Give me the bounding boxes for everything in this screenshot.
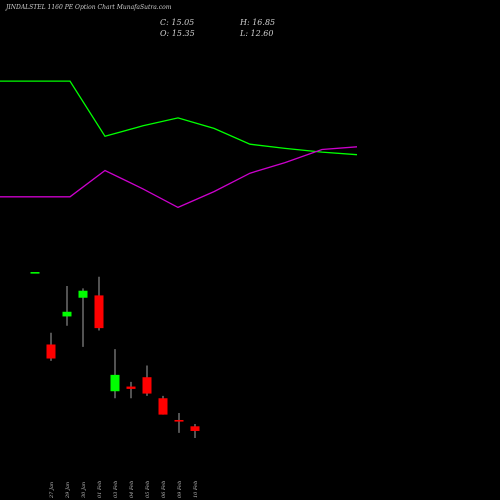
x-tick-label: 09 Feb	[177, 481, 183, 498]
x-tick-label: 29 Jan	[65, 482, 71, 499]
candle-body-2	[62, 311, 72, 317]
x-tick-label: 01 Feb	[97, 481, 103, 498]
high-value: H: 16.85	[240, 18, 276, 27]
candlesticks	[30, 272, 200, 438]
x-tick-label: 03 Feb	[113, 481, 119, 498]
indicator-lines	[0, 80, 358, 209]
candle-body-1	[46, 344, 56, 359]
x-tick-label: 06 Feb	[161, 481, 167, 498]
close-value: C: 15.05	[160, 18, 195, 27]
chart-title: JINDALSTEL 1160 PE Option Chart MunafaSu…	[6, 4, 172, 11]
open-value: O: 15.35	[160, 29, 195, 38]
series-line-1	[0, 146, 358, 209]
low-value: L: 12.60	[240, 29, 274, 38]
candle-body-4	[94, 295, 104, 329]
candle-body-8	[158, 398, 168, 415]
x-tick-label: 05 Feb	[145, 481, 151, 498]
candle-body-9	[174, 419, 184, 422]
x-axis: 27 Jan 29 Jan 30 Jan 01 Feb 03 Feb 04 Feb 05 F…	[49, 481, 199, 499]
candle-body-10	[190, 426, 200, 431]
candle-body-0	[30, 272, 40, 274]
candle-body-5	[110, 374, 120, 392]
candle-body-6	[126, 386, 136, 389]
x-tick-label: 04 Feb	[129, 481, 135, 498]
candle-body-3	[78, 290, 88, 298]
candle-body-7	[142, 377, 152, 394]
series-line-0	[0, 80, 358, 156]
x-tick-label: 10 Feb	[193, 481, 199, 498]
x-tick-label: 30 Jan	[81, 482, 87, 498]
x-tick-label: 27 Jan	[49, 482, 55, 499]
